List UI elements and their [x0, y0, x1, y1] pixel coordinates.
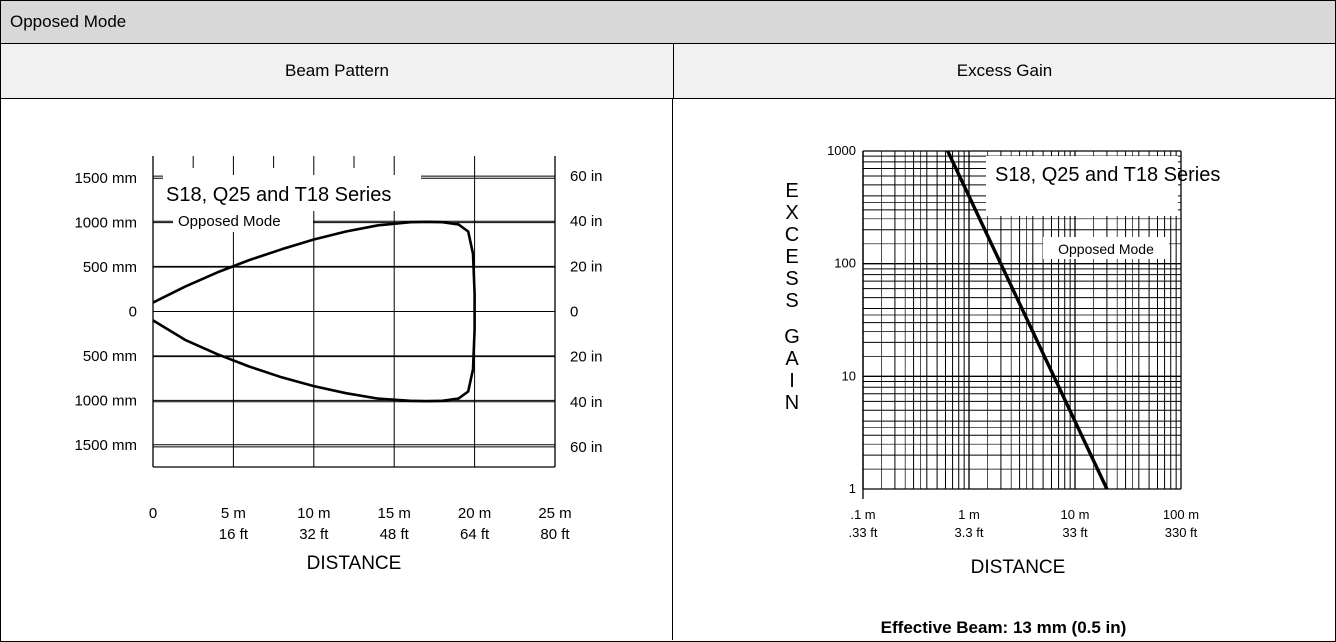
beam-x-tick-label-3: 15 m [378, 505, 411, 522]
beam-y-tick-right-6: 60 in [570, 439, 603, 456]
beam-x-tick-label2-4: 64 ft [460, 526, 490, 543]
gain-x-axis-label: DISTANCE [971, 557, 1066, 578]
gain-y-tick-label-1: 10 [842, 368, 856, 383]
gain-x-tick-label2-3: 330 ft [1165, 525, 1198, 540]
beam-x-tick-label-1: 5 m [221, 505, 246, 522]
beam-y-tick-right-5: 40 in [570, 394, 603, 411]
beam-y-tick-left-0: 1500 mm [74, 170, 137, 187]
gain-x-tick-label-1: 1 m [958, 507, 980, 522]
beam-x-tick-label-5: 25 m [538, 505, 571, 522]
beam-x-tick-label-4: 20 m [458, 505, 491, 522]
beam-y-tick-left-3: 0 [129, 304, 137, 321]
beam-x-tick-label2-3: 48 ft [380, 526, 410, 543]
gain-x-tick-label-0: .1 m [850, 507, 875, 522]
effective-beam-note: Effective Beam: 13 mm (0.5 in) [880, 618, 1127, 637]
gain-tick-labels: .1 m .33 ft 1 m 3.3 ft 10 m 33 ft 100 m 330 ft 1… [827, 143, 1199, 540]
gain-subtitle: Opposed Mode [1058, 241, 1154, 257]
gain-x-tick-label2-0: .33 ft [849, 525, 878, 540]
gain-x-tick-label-2: 10 m [1061, 507, 1090, 522]
beam-y-tick-left-4: 500 mm [83, 348, 137, 365]
excess-gain-line [946, 150, 1109, 490]
gain-ylabel-char-0: E [785, 180, 798, 202]
gain-ylabel-char-9: I [789, 370, 795, 392]
gain-title-box [986, 156, 1178, 216]
beam-y-tick-right-1: 40 in [570, 213, 603, 230]
beam-y-tick-left-5: 1000 mm [74, 392, 137, 409]
beam-x-tick-label2-2: 32 ft [299, 526, 329, 543]
gain-ylabel-char-7: G [784, 326, 800, 348]
gain-ylabel-char-5: S [785, 290, 798, 312]
beam-pattern-chart: 0 5 m 16 ft 10 m 32 ft 15 m 48 ft 20 m 64 ft 25 m… [74, 156, 603, 574]
beam-y-tick-left-6: 1500 mm [74, 437, 137, 454]
excess-gain-heading: Excess Gain [674, 44, 1335, 99]
gain-x-tick-label-3: 100 m [1163, 507, 1199, 522]
gain-ylabel-char-10: N [785, 392, 799, 414]
sheet-title: Opposed Mode [10, 12, 127, 31]
beam-subtitle-box [173, 210, 313, 232]
gain-y-tick-label-3: 1000 [827, 143, 856, 158]
beam-y-tick-left-1: 1000 mm [74, 215, 137, 232]
gain-y-tick-label-0: 1 [849, 481, 856, 496]
beam-y-tick-right-2: 20 in [570, 258, 603, 275]
beam-subtitle: Opposed Mode [178, 213, 281, 230]
beam-x-tick-label2-5: 80 ft [540, 526, 570, 543]
beam-title: S18, Q25 and T18 Series [166, 184, 391, 206]
gain-ylabel-char-8: A [785, 348, 799, 370]
beam-x-axis-label: DISTANCE [307, 553, 402, 574]
beam-tick-labels: 0 5 m 16 ft 10 m 32 ft 15 m 48 ft 20 m 64 ft 25 m… [74, 168, 602, 543]
beam-y-tick-left-2: 500 mm [83, 259, 137, 276]
gain-x-tick-label2-2: 33 ft [1062, 525, 1088, 540]
beam-title-box [163, 175, 421, 211]
sheet-header: Opposed Mode [1, 1, 1335, 44]
beam-y-tick-right-3: 0 [570, 304, 578, 321]
beam-y-tick-right-4: 20 in [570, 349, 603, 366]
gain-x-tick-label2-1: 3.3 ft [955, 525, 984, 540]
beam-pattern-heading: Beam Pattern [1, 44, 674, 99]
gain-ylabel-char-4: S [785, 268, 798, 290]
gain-ylabel-char-2: C [785, 224, 799, 246]
gain-subtitle-box [1043, 237, 1169, 259]
gain-y-tick-label-2: 100 [834, 256, 856, 271]
beam-x-tick-label-0: 0 [149, 505, 157, 522]
beam-x-tick-label-2: 10 m [297, 505, 330, 522]
excess-gain-chart: .1 m .33 ft 1 m 3.3 ft 10 m 33 ft 100 m 330 ft 1… [784, 143, 1220, 578]
beam-y-tick-right-0: 60 in [570, 168, 603, 185]
column-divider [672, 98, 673, 640]
beam-pattern-curve [152, 220, 476, 403]
gain-ylabel-char-3: E [785, 246, 798, 268]
beam-x-tick-label2-1: 16 ft [219, 526, 249, 543]
gain-ylabel-char-1: X [785, 202, 798, 224]
gain-title: S18, Q25 and T18 Series [995, 164, 1220, 186]
